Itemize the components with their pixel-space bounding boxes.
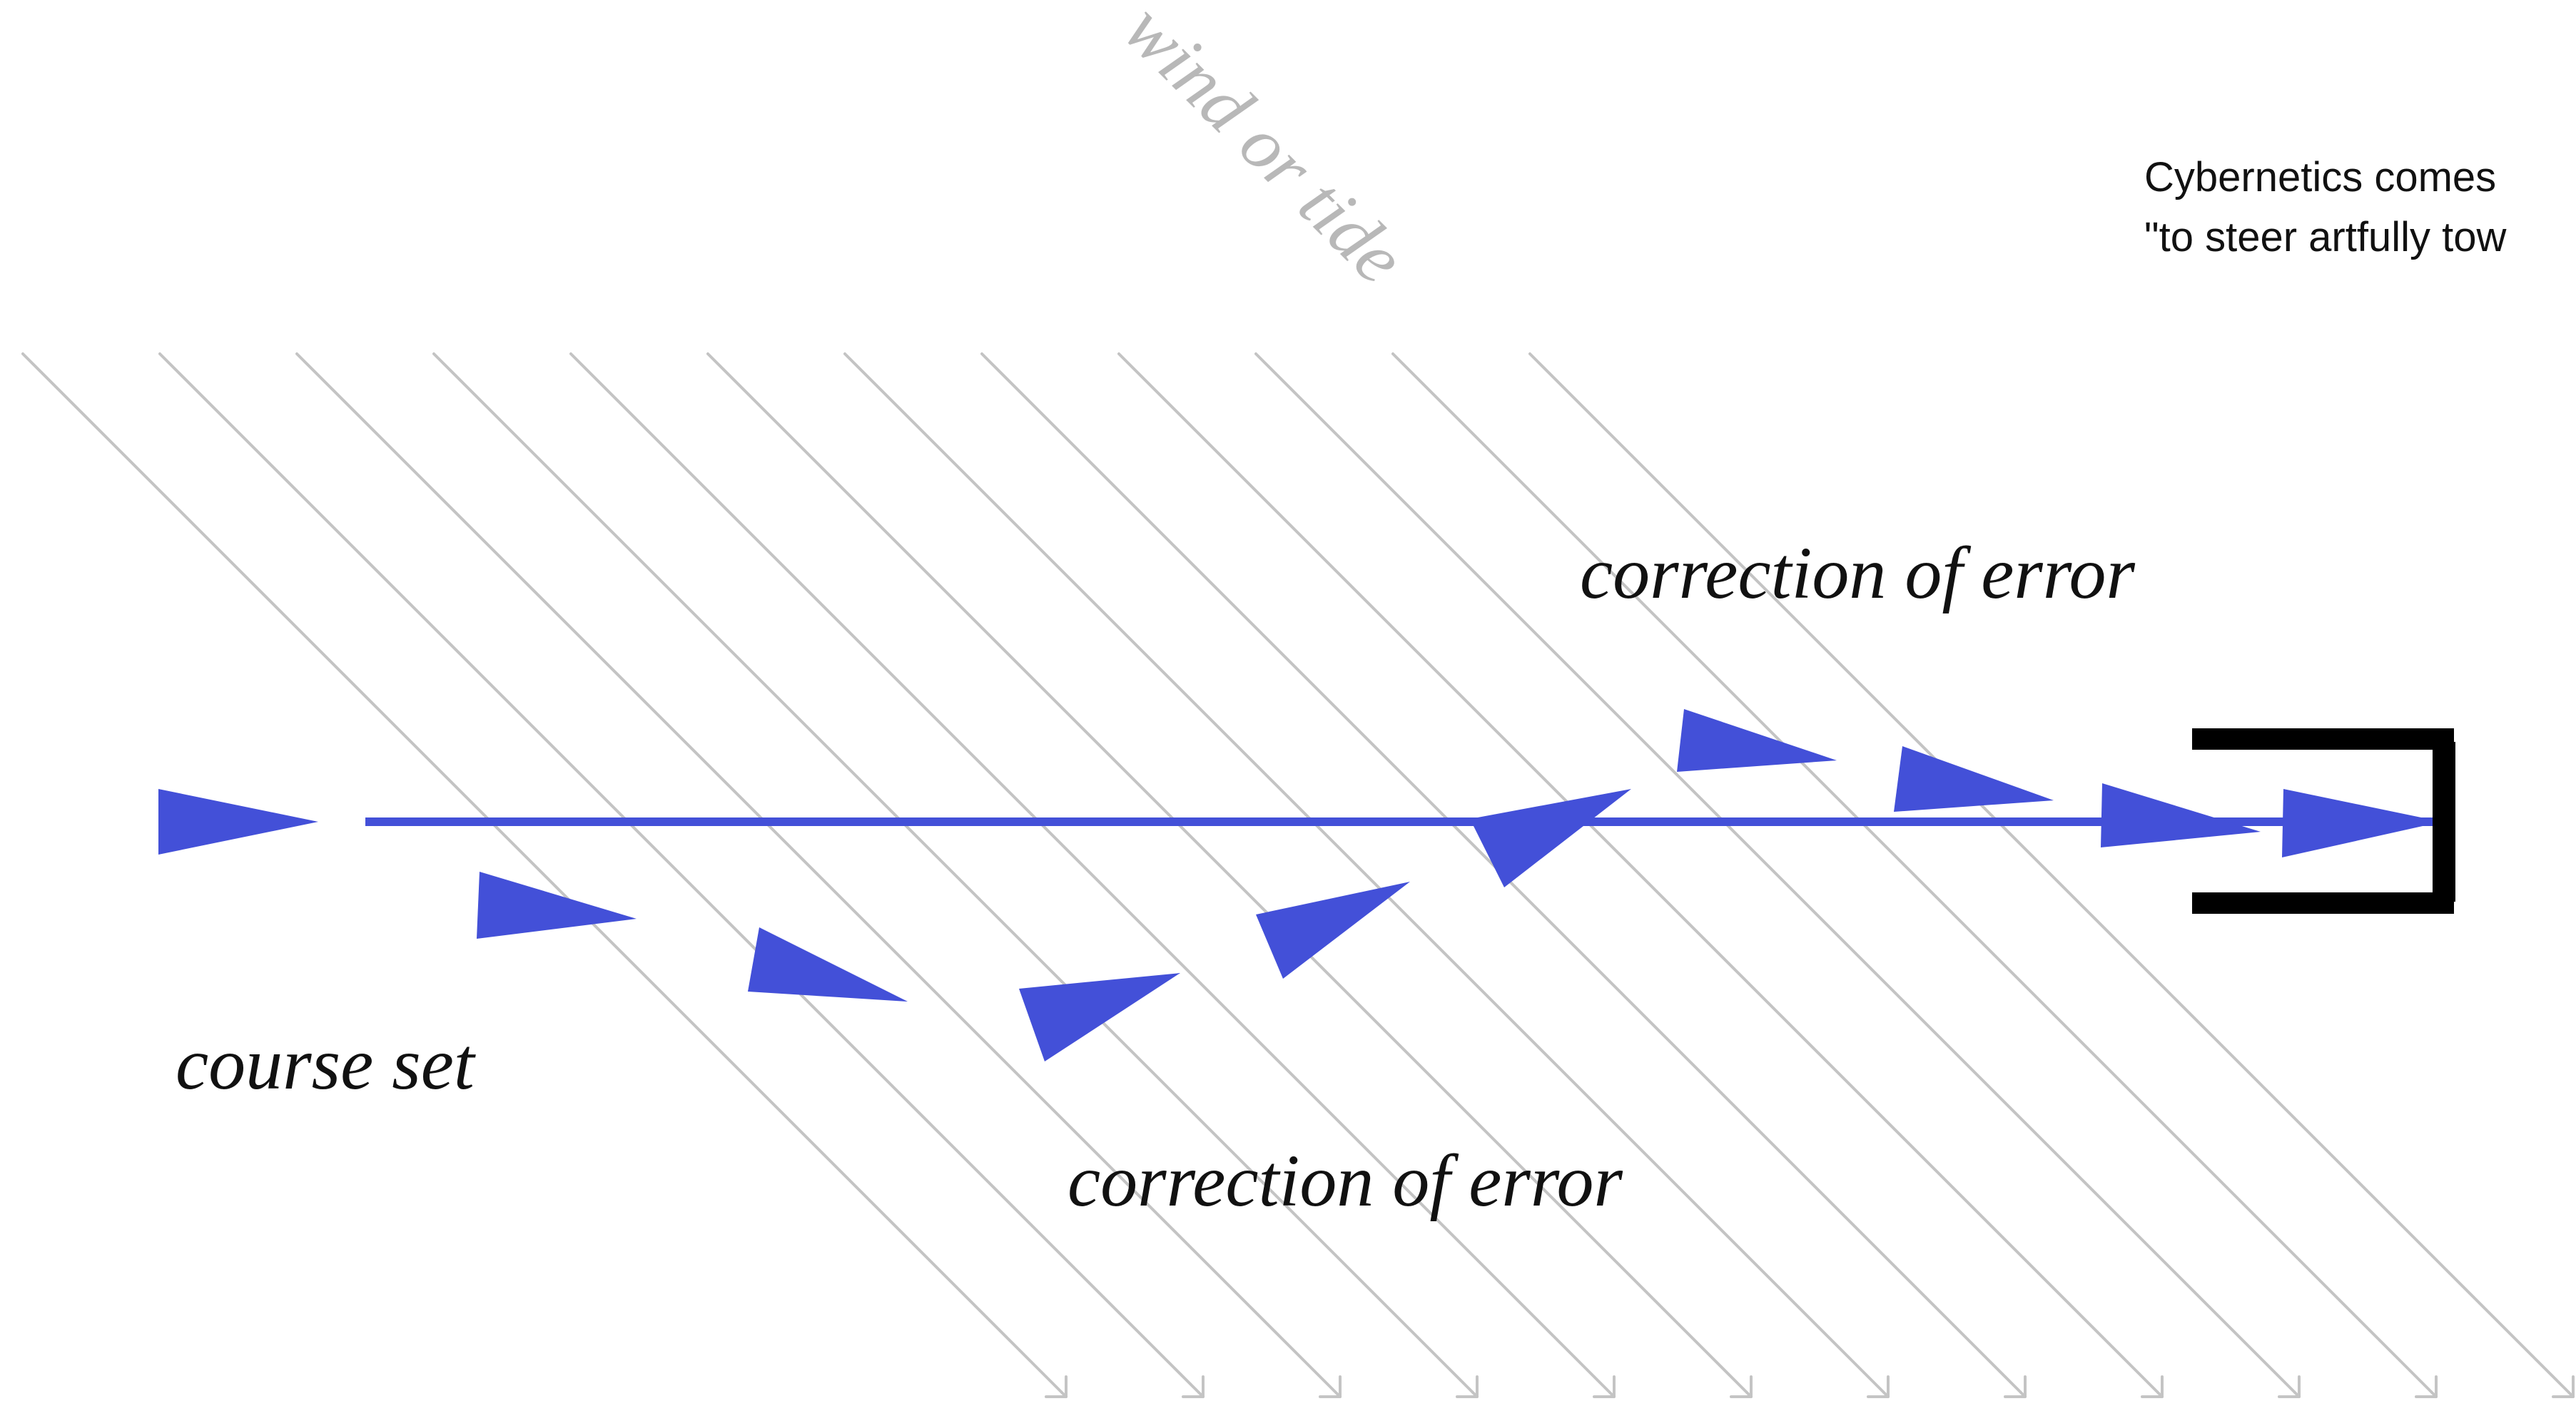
wind-label: wind or tide (1109, 0, 1421, 300)
current-arrowhead-12 (2552, 1375, 2575, 1398)
heading-arrow-4 (1019, 973, 1180, 1061)
current-arrowhead-10 (2278, 1375, 2301, 1398)
current-arrowhead-3 (1319, 1375, 1342, 1398)
current-line-1 (21, 352, 1068, 1398)
heading-arrow-9 (2101, 783, 2261, 847)
wind-tide-lines (21, 352, 2575, 1398)
current-arrowhead-5 (1593, 1375, 1616, 1398)
current-line-2 (158, 352, 1205, 1398)
heading-arrow-2 (477, 872, 637, 939)
current-arrowhead-11 (2415, 1375, 2438, 1398)
cybernetics-note-line2: "to steer artfully tow (2144, 214, 2507, 260)
current-line-3 (295, 352, 1342, 1398)
heading-arrow-8 (1894, 746, 2054, 812)
cybernetics-note-line1: Cybernetics comes (2144, 154, 2496, 200)
current-line-5 (569, 352, 1616, 1398)
current-line-7 (843, 352, 1890, 1398)
current-line-9 (1117, 352, 2164, 1398)
current-line-4 (432, 352, 1479, 1398)
current-arrowhead-6 (1730, 1375, 1753, 1398)
dock-bracket-icon (2192, 728, 2454, 914)
heading-arrow-3 (748, 927, 908, 1002)
current-arrowhead-4 (1456, 1375, 1479, 1398)
heading-arrow-6 (1470, 789, 1631, 887)
heading-arrow-1 (158, 789, 318, 855)
current-arrowhead-9 (2141, 1375, 2164, 1398)
heading-arrows (158, 709, 2442, 1061)
current-arrowhead-2 (1182, 1375, 1205, 1398)
current-line-10 (1254, 352, 2301, 1398)
current-arrowhead-1 (1045, 1375, 1068, 1398)
current-line-11 (1391, 352, 2438, 1398)
heading-arrow-7 (1677, 709, 1837, 772)
correction-of-error-lower-label: correction of error (1068, 1140, 1623, 1222)
current-line-12 (1528, 352, 2575, 1398)
heading-arrow-10 (2282, 789, 2442, 857)
current-arrowhead-8 (2004, 1375, 2027, 1398)
current-arrowhead-7 (1867, 1375, 1890, 1398)
heading-arrow-5 (1256, 882, 1410, 979)
course-set-label: course set (176, 1023, 476, 1105)
correction-of-error-upper-label: correction of error (1580, 532, 2135, 614)
current-line-6 (706, 352, 1753, 1398)
